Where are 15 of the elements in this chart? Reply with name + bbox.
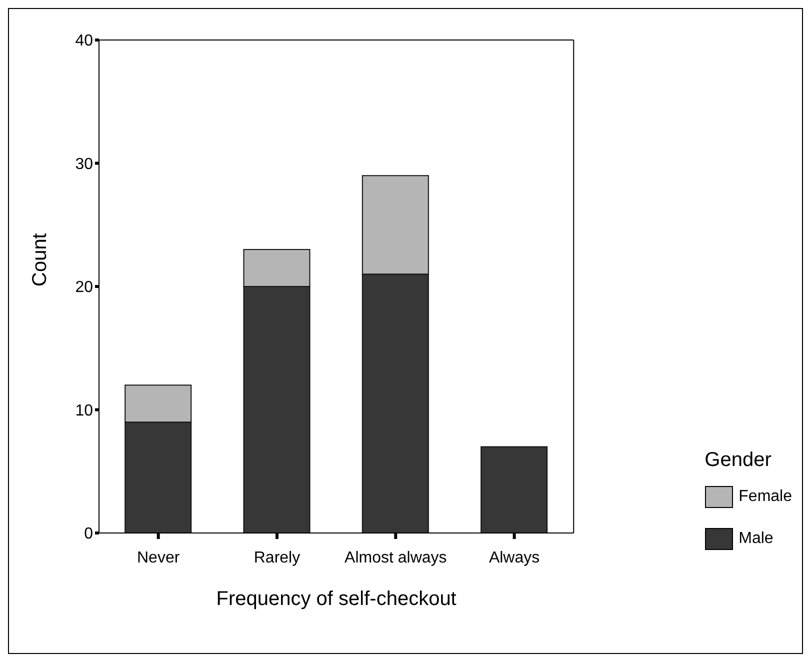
y-tick-label: 40: [75, 32, 94, 50]
x-axis-title: Frequency of self-checkout: [216, 588, 457, 610]
x-tick-label: Never: [136, 549, 180, 566]
bar: [480, 446, 548, 533]
legend-label: Male: [738, 530, 774, 548]
y-tick-label: 20: [75, 279, 94, 296]
x-tick-label: Always: [488, 549, 540, 566]
legend-title: Gender: [704, 449, 772, 472]
y-tick-label: 30: [75, 156, 94, 173]
y-tick-label: 0: [84, 526, 94, 543]
legend-label: Female: [738, 488, 792, 506]
y-tick-label: 10: [75, 402, 94, 420]
x-tick-label: Almost always: [344, 549, 447, 566]
y-axis-title: Count: [29, 232, 52, 286]
x-tick-label: Rarely: [254, 549, 300, 566]
